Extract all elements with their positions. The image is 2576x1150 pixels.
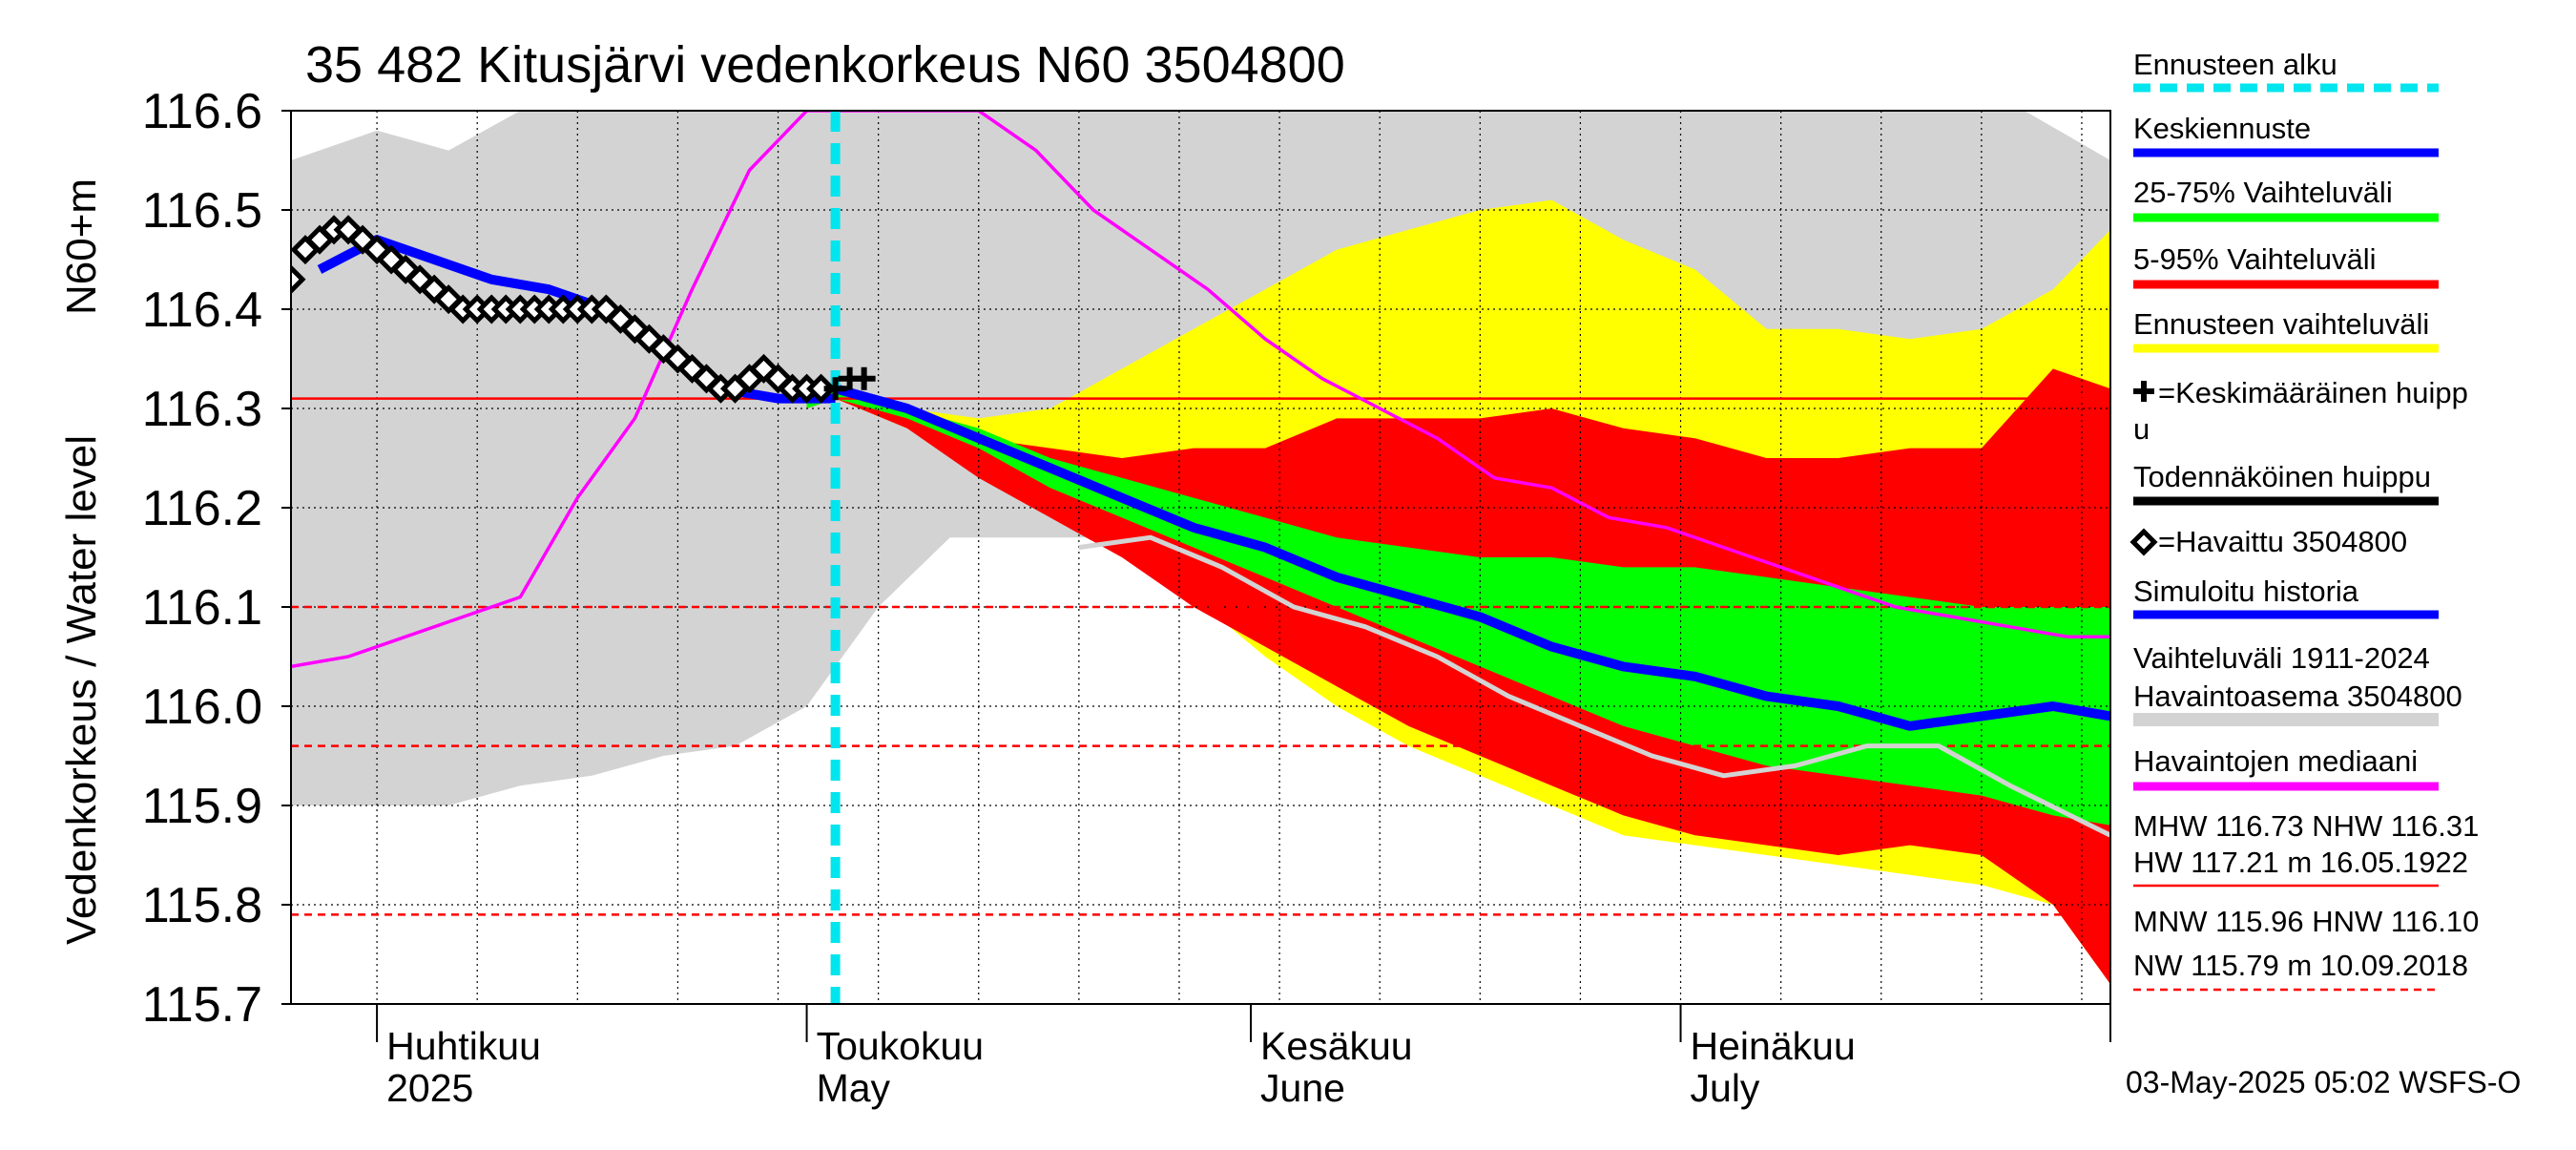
band-5-95-vaihteluv-li [806,368,2110,985]
series-line-ennusteen-mediaani [1078,534,2110,838]
legend-label: Havaintojen mediaani [2133,744,2418,778]
month-label-en: 2025 [386,1066,473,1110]
legend-label-line2: HW 117.21 m 16.05.1922 [2133,846,2468,879]
legend-label: Ennusteen vaihteluväli [2133,307,2429,341]
peak-marker [852,366,876,390]
series-line-havaintojen-mediaani [291,111,2110,669]
legend-label: 5-95% Vaihteluväli [2133,242,2376,276]
legend-label-line2: NW 115.79 m 10.09.2018 [2133,949,2468,982]
legend-swatch-diamond [2129,528,2158,556]
y-tick-label: 116.5 [142,183,262,239]
legend-label-line2: u [2133,412,2150,446]
plot-layer [291,111,2110,1004]
legend: Ennusteen alku Keskiennuste 25-75% Vaihtel… [2129,48,2479,992]
axes-layer: 115.7 115.8 115.9 116.0 116.1 116.2 116.3 116.4… [142,84,2111,1110]
legend-label: =Havaittu 3504800 [2158,525,2407,558]
month-label-en: May [817,1066,891,1110]
legend-label: MNW 115.96 HNW 116.10 [2133,905,2479,938]
series-line-keskiennuste [834,384,2110,731]
observed-marker [291,264,306,295]
month-label-fi: Toukokuu [817,1024,985,1068]
y-tick-label: 115.9 [142,779,262,834]
month-label-fi: Kesäkuu [1260,1024,1413,1068]
observed-marker [806,373,837,404]
observed-marker [347,224,378,255]
y-tick-label: 116.0 [142,680,262,735]
legend-label: =Keskimääräinen huipp [2158,376,2468,409]
y-tick-label: 115.8 [142,878,262,933]
month-label-fi: Heinäkuu [1691,1024,1856,1068]
month-label-en: June [1260,1066,1345,1110]
y-tick-label: 116.6 [142,84,262,139]
legend-label: 25-75% Vaihteluväli [2133,176,2393,209]
plot-frame [290,110,2111,1005]
legend-label: Todennäköinen huippu [2133,460,2431,493]
legend-label: Ennusteen alku [2133,48,2337,81]
y-tick-label: 116.1 [142,580,262,636]
legend-label: Simuloitu historia [2133,575,2359,608]
chart-title: 35 482 Kitusjärvi vedenkorkeus N60 35048… [305,36,1345,94]
timestamp-footer: 03-May-2025 05:02 WSFS-O [2126,1065,2521,1099]
plot-area [291,111,2110,1004]
legend-label-line2: Havaintoasema 3504800 [2133,680,2462,713]
y-tick-label: 115.7 [142,977,262,1033]
y-tick-label: 116.2 [142,481,262,536]
y-tick-label: 116.4 [142,282,262,338]
month-label-en: July [1691,1066,1760,1110]
y-axis-label: Vedenkorkeus / Water level [58,435,105,945]
legend-label: Vaihteluväli 1911-2024 [2133,641,2430,675]
legend-label: MHW 116.73 NHW 116.31 [2133,809,2479,843]
legend-swatch-plus [2133,381,2154,402]
legend-label: Keskiennuste [2133,112,2311,145]
peak-marker [823,377,847,401]
y-tick-label: 116.3 [142,382,262,437]
month-label-fi: Huhtikuu [386,1024,541,1068]
y-axis-unit: N60+m [58,178,105,315]
